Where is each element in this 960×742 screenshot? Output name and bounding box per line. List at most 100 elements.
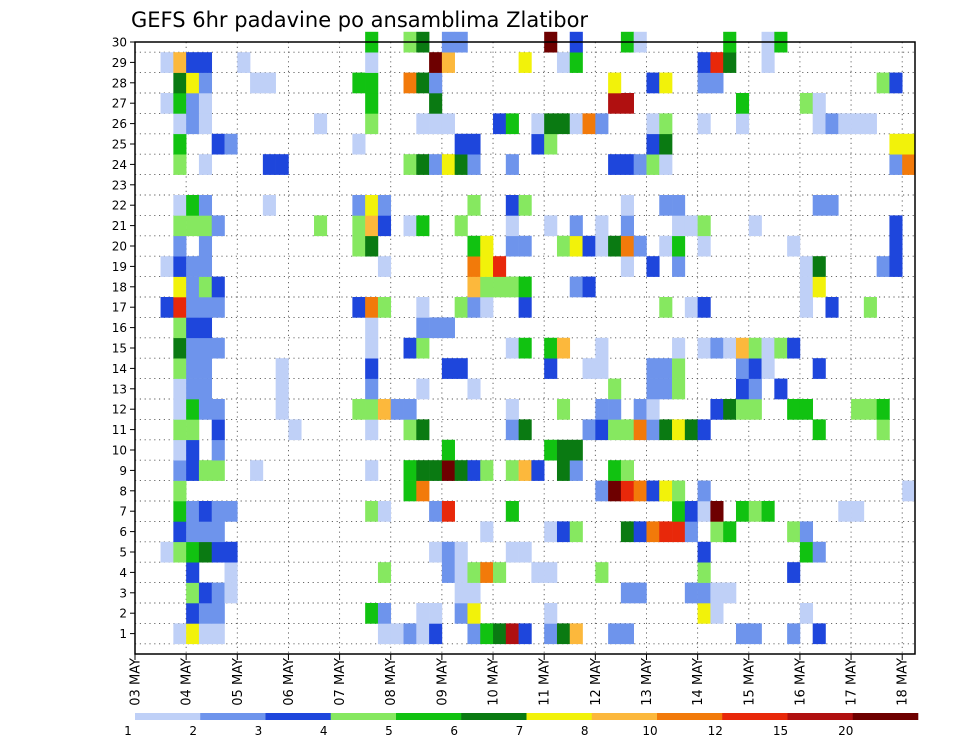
y-tick-label: 20 [112, 240, 127, 254]
heatmap-cell-member-13-step-37 [608, 378, 622, 400]
y-tick-label: 8 [119, 484, 127, 498]
y-tick-label: 14 [112, 362, 127, 376]
heatmap-cell-member-1-step-51 [787, 623, 801, 645]
heatmap-cell-member-26-step-47 [735, 113, 750, 135]
heatmap-cell-member-24-step-25 [454, 154, 468, 175]
legend-swatch-20 [852, 713, 919, 720]
heatmap-cell-member-11-step-29 [505, 419, 519, 441]
legend-label: 3 [255, 724, 263, 738]
legend-label: 6 [450, 724, 458, 738]
legend-swatch-4 [330, 713, 397, 720]
heatmap-cell-member-24-step-10 [262, 154, 276, 175]
heatmap-cell-member-2-step-5 [198, 603, 213, 624]
legend-swatch-15 [787, 713, 854, 720]
heatmap-cell-member-20-step-26 [467, 235, 481, 257]
heatmap-cell-member-1-step-21 [403, 623, 417, 645]
heatmap-cell-member-8-step-42 [672, 480, 686, 502]
y-tick-label: 28 [112, 76, 127, 90]
heatmap-cell-member-20-step-37 [608, 235, 622, 257]
heatmap-cell-member-1-step-34 [569, 623, 583, 645]
heatmap-cell-member-2-step-6 [211, 603, 225, 624]
x-tick-label: 15 MAY [742, 658, 757, 706]
heatmap-cell-member-20-step-27 [480, 235, 494, 257]
heatmap-cell-member-12-step-20 [390, 399, 404, 420]
heatmap-cell-member-26-step-24 [441, 113, 455, 135]
heatmap-cell-member-4-step-36 [595, 562, 609, 583]
heatmap-cell-member-1-step-47 [735, 623, 750, 645]
heatmap-cell-member-21-step-19 [377, 215, 392, 237]
heatmap-cell-member-14-step-48 [748, 358, 762, 379]
heatmap-cell-member-29-step-34 [569, 52, 583, 73]
y-tick-label: 29 [112, 56, 127, 70]
heatmap-cell-member-21-step-38 [620, 215, 634, 237]
heatmap-cell-member-28-step-5 [198, 72, 213, 94]
heatmap-cell-member-17-step-54 [825, 297, 839, 318]
heatmap-cell-member-19-step-4 [186, 256, 200, 277]
heatmap-cell-member-9-step-9 [250, 460, 264, 481]
heatmap-cell-member-17-step-43 [684, 297, 698, 318]
heatmap-cell-member-14-step-53 [812, 358, 826, 379]
heatmap-cell-member-17-step-41 [659, 297, 673, 318]
heatmap-cell-member-15-step-18 [365, 337, 379, 359]
heatmap-cell-member-8-step-60 [902, 480, 916, 502]
heatmap-cell-member-11-step-37 [608, 419, 622, 441]
heatmap-cell-member-20-step-35 [582, 235, 596, 257]
heatmap-cell-member-28-step-23 [429, 72, 443, 94]
legend-label: 5 [385, 724, 393, 738]
heatmap-cell-member-4-step-44 [697, 562, 711, 583]
heatmap-cell-member-5-step-25 [454, 541, 468, 563]
heatmap-cell-member-27-step-23 [429, 93, 443, 114]
heatmap-cell-member-29-step-5 [198, 52, 213, 73]
x-tick-label: 11 MAY [538, 658, 553, 706]
heatmap-cell-member-7-step-23 [429, 501, 443, 522]
heatmap-cell-member-2-step-22 [416, 603, 430, 624]
y-tick-label: 30 [112, 36, 127, 50]
heatmap-cell-member-25-step-25 [454, 133, 468, 155]
heatmap-cell-member-15-step-47 [735, 337, 750, 359]
heatmap-cell-member-9-step-33 [556, 460, 571, 481]
heatmap-cell-member-1-step-6 [211, 623, 225, 645]
heatmap-cell-member-16-step-24 [441, 317, 455, 339]
heatmap-cell-member-21-step-18 [365, 215, 379, 237]
heatmap-cell-member-15-step-49 [761, 337, 775, 359]
heatmap-cell-member-5-step-4 [186, 541, 200, 563]
heatmap-cell-member-28-step-17 [352, 72, 366, 94]
heatmap-cell-member-19-step-28 [493, 256, 507, 277]
x-tick-label: 06 MAY [282, 658, 297, 706]
legend-label: 7 [516, 724, 524, 738]
heatmap-cell-member-15-step-3 [173, 337, 187, 359]
heatmap-cell-member-26-step-14 [314, 113, 328, 135]
heatmap-cell-member-15-step-48 [748, 337, 762, 359]
heatmap-cell-member-3-step-5 [198, 582, 213, 604]
heatmap-cell-member-8-step-40 [646, 480, 660, 502]
legend-swatch-5 [396, 713, 462, 720]
heatmap-cell-member-6-step-6 [211, 521, 225, 543]
heatmap-cell-member-28-step-41 [659, 72, 673, 94]
heatmap-cell-member-22-step-54 [825, 195, 839, 216]
y-tick-label: 16 [112, 321, 127, 335]
heatmap-cell-member-4-step-31 [531, 562, 545, 583]
heatmap-cell-member-26-step-22 [416, 113, 430, 135]
heatmap-cell-member-1-step-33 [556, 623, 571, 645]
heatmap-cell-member-11-step-43 [684, 419, 698, 441]
heatmap-cell-member-1-step-26 [467, 623, 481, 645]
heatmap-cell-member-11-step-36 [595, 419, 609, 441]
heatmap-cell-member-20-step-29 [505, 235, 519, 257]
heatmap-cell-member-8-step-22 [416, 480, 430, 502]
heatmap-cell-member-17-step-22 [416, 297, 430, 318]
heatmap-cell-member-12-step-52 [799, 399, 814, 420]
heatmap-cell-member-15-step-46 [723, 337, 737, 359]
y-tick-label: 5 [119, 546, 127, 560]
heatmap-cell-member-21-step-34 [569, 215, 583, 237]
heatmap-cell-member-16-step-3 [173, 317, 187, 339]
heatmap-cell-member-29-step-46 [723, 52, 737, 73]
heatmap-cell-member-17-step-26 [467, 297, 481, 318]
heatmap-cell-member-20-step-44 [697, 235, 711, 257]
heatmap-cell-member-2-step-4 [186, 603, 200, 624]
heatmap-cell-member-12-step-6 [211, 399, 225, 420]
heatmap-cell-member-5-step-29 [505, 541, 519, 563]
heatmap-cell-member-14-step-35 [582, 358, 596, 379]
heatmap-cell-member-10-step-6 [211, 439, 225, 461]
heatmap-cell-member-21-step-25 [454, 215, 468, 237]
heatmap-cell-member-7-step-47 [735, 501, 750, 522]
